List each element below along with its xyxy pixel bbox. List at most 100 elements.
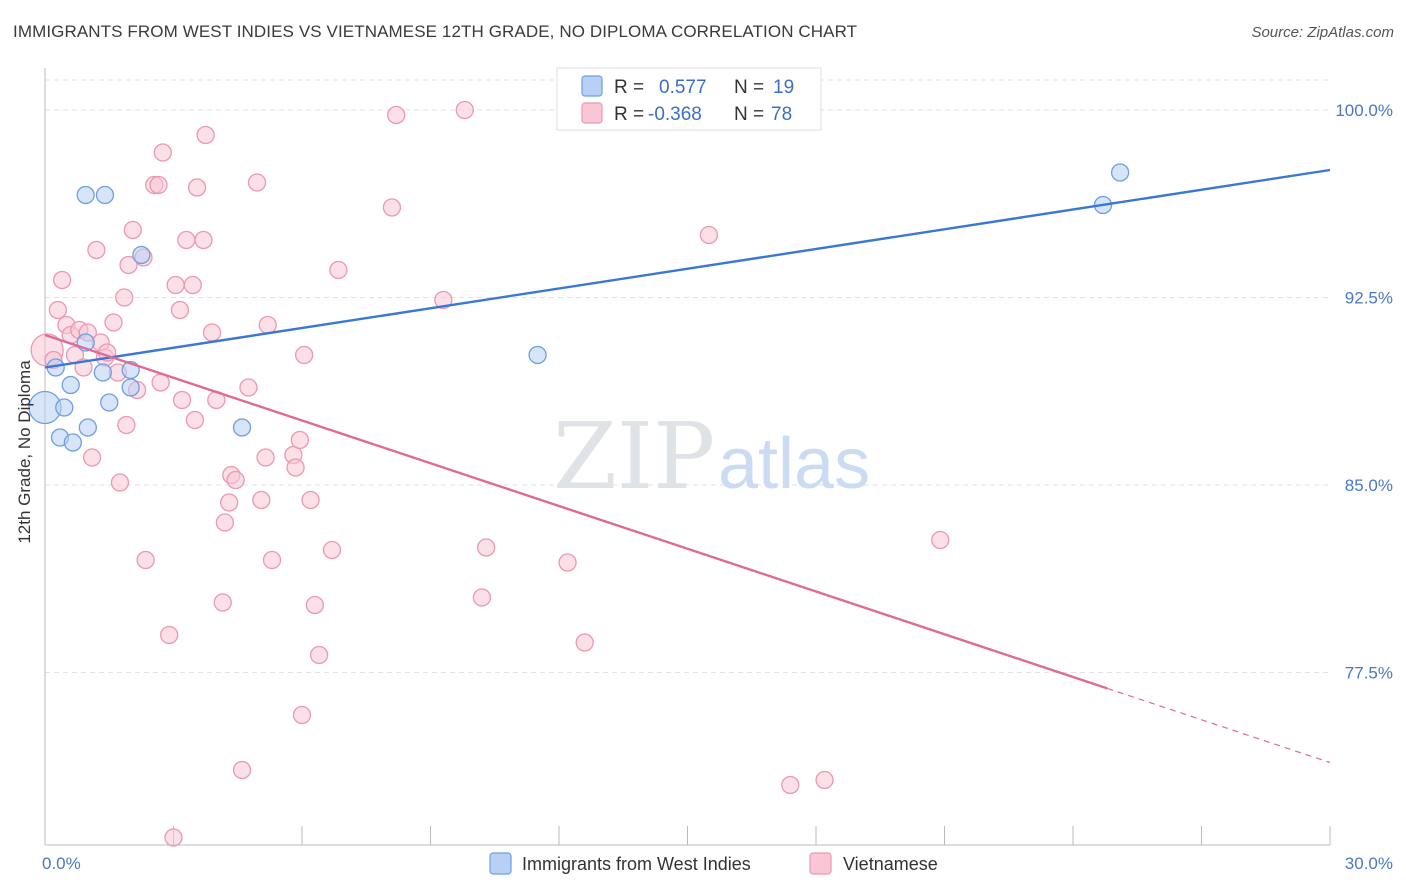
vietnamese-point bbox=[202, 323, 222, 342]
vietnamese-point bbox=[286, 458, 305, 477]
vietnamese-point bbox=[322, 540, 342, 560]
vietnamese-point bbox=[294, 345, 314, 365]
y-axis-title: 12th Grade, No Diploma bbox=[15, 360, 34, 544]
vietnamese-point bbox=[387, 105, 406, 125]
legend-swatch-pink bbox=[581, 102, 603, 124]
vietnamese-point bbox=[136, 550, 155, 570]
west-indies-point bbox=[232, 418, 252, 437]
vietnamese-point bbox=[247, 173, 267, 192]
legend-r-label: R = bbox=[614, 104, 644, 125]
vietnamese-point bbox=[194, 230, 213, 250]
vietnamese-point bbox=[699, 225, 719, 245]
west-indies-point bbox=[76, 185, 95, 205]
vietnamese-point bbox=[110, 473, 130, 492]
vietnamese-point bbox=[256, 448, 275, 467]
vietnamese-point bbox=[558, 553, 577, 572]
vietnamese-point bbox=[382, 198, 402, 217]
vietnamese-point bbox=[252, 490, 271, 510]
vietnamese-point bbox=[166, 275, 185, 295]
west-indies-point bbox=[132, 245, 151, 265]
stats-legend: R = 0.577 N = 19 R = -0.368 N = 78 bbox=[556, 67, 822, 131]
vietnamese-point bbox=[815, 770, 834, 790]
source-label: Source: ZipAtlas.com bbox=[1251, 24, 1394, 41]
west-indies-point bbox=[528, 345, 547, 365]
west-indies-point bbox=[55, 398, 74, 417]
legend-r-value: 0.577 bbox=[659, 77, 707, 98]
x-tick-label: 0.0% bbox=[42, 854, 81, 873]
trend-line-west-indies bbox=[44, 168, 1331, 369]
legend-n-label: N = bbox=[734, 77, 764, 98]
y-tick-label: 92.5% bbox=[1345, 289, 1393, 308]
west-indies-point bbox=[61, 375, 80, 395]
vietnamese-point bbox=[172, 390, 192, 410]
vietnamese-point bbox=[52, 270, 72, 290]
vietnamese-point bbox=[115, 288, 134, 307]
trend-line-vietnamese bbox=[44, 333, 1108, 690]
vietnamese-point bbox=[196, 125, 215, 145]
west-indies-point bbox=[100, 393, 119, 412]
legend-r-label: R = bbox=[614, 77, 644, 98]
series-swatch-blue bbox=[489, 852, 512, 875]
vietnamese-point bbox=[187, 178, 207, 197]
series-legend: Immigrants from West Indies Vietnamese bbox=[489, 852, 938, 875]
vietnamese-point bbox=[177, 230, 196, 250]
watermark-zip: ZIP bbox=[553, 403, 715, 510]
west-indies-point bbox=[1110, 163, 1130, 182]
vietnamese-point bbox=[164, 828, 183, 847]
vietnamese-point bbox=[472, 588, 492, 607]
vietnamese-point bbox=[104, 313, 123, 332]
vietnamese-point bbox=[170, 300, 190, 320]
vietnamese-point bbox=[87, 240, 106, 260]
vietnamese-points bbox=[30, 100, 950, 847]
series-name-vietnamese: Vietnamese bbox=[843, 854, 938, 874]
vietnamese-point bbox=[123, 220, 142, 240]
vietnamese-point bbox=[931, 530, 950, 550]
vietnamese-point bbox=[455, 100, 474, 120]
west-indies-point bbox=[78, 418, 97, 437]
vietnamese-point bbox=[160, 625, 179, 645]
legend-r-value: -0.368 bbox=[648, 104, 702, 125]
vietnamese-point bbox=[434, 290, 453, 310]
axes bbox=[44, 68, 1331, 846]
vietnamese-point bbox=[329, 260, 348, 280]
legend-n-label: N = bbox=[734, 104, 764, 125]
vietnamese-point bbox=[185, 410, 205, 430]
chart-title: IMMIGRANTS FROM WEST INDIES VS VIETNAMES… bbox=[13, 22, 858, 41]
vietnamese-point bbox=[290, 430, 310, 450]
vietnamese-point bbox=[220, 493, 239, 512]
grid-lines bbox=[45, 79, 1330, 673]
vietnamese-point bbox=[292, 705, 312, 725]
series-swatch-pink bbox=[809, 852, 832, 875]
y-tick-labels: 77.5% 85.0% 92.5% 100.0% bbox=[1335, 101, 1393, 683]
legend-n-value: 19 bbox=[773, 77, 794, 98]
trend-line-vietnamese-extension bbox=[1107, 687, 1331, 764]
vietnamese-point bbox=[301, 490, 320, 510]
vietnamese-point bbox=[82, 448, 102, 467]
vietnamese-point bbox=[119, 255, 138, 275]
watermark: ZIP atlas bbox=[553, 403, 870, 510]
vietnamese-point bbox=[239, 378, 258, 397]
x-tick-labels: 0.0% 30.0% bbox=[42, 854, 1393, 873]
vietnamese-point bbox=[183, 275, 202, 295]
trend-lines bbox=[44, 168, 1331, 764]
vietnamese-point bbox=[226, 470, 245, 490]
legend-swatch-blue bbox=[581, 75, 603, 97]
vietnamese-point bbox=[305, 595, 325, 615]
y-tick-label: 77.5% bbox=[1345, 664, 1393, 683]
vietnamese-point bbox=[48, 300, 67, 320]
west-indies-point bbox=[93, 363, 112, 382]
vietnamese-point bbox=[215, 513, 235, 532]
watermark-atlas: atlas bbox=[718, 424, 870, 504]
west-indies-point bbox=[95, 185, 115, 205]
vietnamese-point bbox=[232, 760, 252, 780]
series-name-west-indies: Immigrants from West Indies bbox=[522, 854, 751, 874]
west-indies-point bbox=[63, 433, 82, 452]
vietnamese-point bbox=[262, 550, 282, 570]
west-indies-point bbox=[121, 378, 140, 397]
vietnamese-point bbox=[477, 538, 496, 557]
vietnamese-point bbox=[309, 645, 329, 665]
vietnamese-point bbox=[149, 175, 168, 195]
y-tick-label: 85.0% bbox=[1345, 476, 1393, 495]
vietnamese-point bbox=[153, 143, 172, 162]
